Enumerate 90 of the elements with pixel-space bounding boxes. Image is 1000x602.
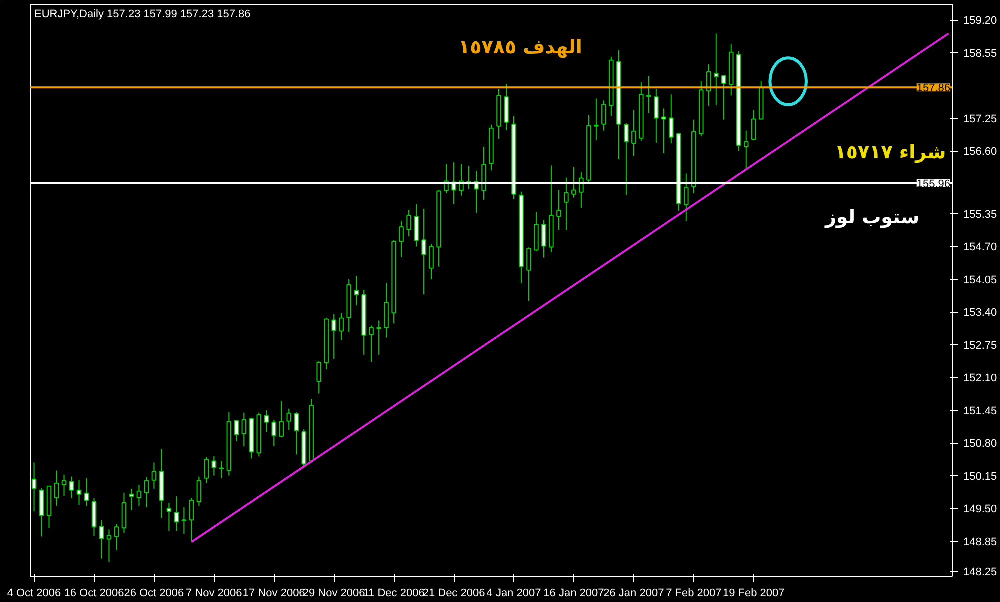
candlestick [286, 408, 292, 430]
annotation: الهدف ١٥٧٨٥ [458, 36, 582, 58]
candlestick [654, 88, 659, 144]
candlestick [429, 244, 434, 280]
x-tick-label: 7 Nov 2006 [186, 588, 242, 600]
y-tick-label: 157.25 [964, 113, 998, 126]
y-tick-label: 153.40 [964, 307, 998, 320]
x-tick-label: 26 Oct 2006 [124, 588, 184, 600]
candlestick [751, 110, 756, 141]
candlestick [99, 520, 104, 560]
candlestick [602, 100, 606, 132]
candlestick [399, 220, 404, 258]
x-tick-label: 7 Feb 2007 [666, 588, 722, 600]
candlestick [84, 478, 90, 507]
candlestick [594, 98, 599, 141]
candlestick [406, 209, 412, 238]
candlestick [722, 76, 726, 120]
y-tick-label: 148.85 [964, 536, 998, 548]
y-tick-label: 159.20 [964, 15, 998, 28]
y-tick-label: 150.15 [964, 470, 998, 483]
y-tick-label: 158.55 [964, 48, 998, 60]
candlestick [332, 314, 336, 360]
candlestick [182, 507, 187, 535]
y-tick-label: 151.45 [964, 405, 998, 418]
candlestick [264, 410, 269, 432]
x-tick-label: 16 Jan 2007 [544, 588, 604, 600]
candlestick [196, 476, 202, 507]
candlestick [556, 190, 562, 231]
candlestick [646, 76, 652, 114]
x-tick-label: 11 Dec 2006 [363, 588, 425, 600]
y-tick-label: 156.60 [964, 146, 998, 158]
candlestick [69, 476, 74, 499]
candlestick [219, 460, 224, 479]
candlestick [714, 33, 719, 106]
candlestick [129, 488, 134, 511]
candlestick [54, 470, 60, 507]
candlestick [114, 524, 120, 551]
candlestick [662, 108, 666, 154]
y-tick-label: 148.25 [964, 566, 998, 578]
y-tick-label: 154.70 [964, 242, 998, 254]
x-tick-label: 16 Oct 2006 [64, 588, 124, 600]
candlestick [579, 172, 584, 208]
candlestick [144, 476, 150, 508]
candlestick [316, 360, 322, 394]
candlestick [242, 412, 247, 448]
y-tick-label: 152.75 [964, 340, 998, 352]
y-tick-label: 152.10 [964, 372, 998, 385]
ref-line-label: 155.96 [916, 178, 951, 190]
candlestick [376, 320, 382, 356]
y-tick-label: 154.05 [964, 274, 998, 286]
y-tick-label: 150.80 [964, 438, 998, 450]
x-tick-label: 4 Jan 2007 [486, 588, 542, 600]
candlestick [572, 166, 576, 198]
candlestick [422, 208, 426, 296]
y-tick-label: 149.50 [964, 504, 998, 516]
candlestick [272, 419, 276, 448]
candlestick [294, 412, 299, 456]
candlestick [744, 130, 749, 172]
x-tick-label: 4 Oct 2006 [7, 588, 62, 600]
candlestick [166, 502, 172, 532]
candlestick [204, 456, 210, 484]
candlestick [669, 94, 674, 144]
x-tick-label: 17 Nov 2006 [242, 588, 306, 600]
y-tick-label: 155.35 [964, 208, 998, 221]
annotation: شراء ١٥٧١٧ [834, 142, 946, 164]
x-tick-label: 29 Nov 2006 [302, 588, 366, 600]
x-tick-label: 19 Feb 2007 [722, 588, 785, 600]
candlestick [339, 312, 344, 341]
candlestick [279, 400, 284, 438]
x-tick-label: 21 Dec 2006 [422, 588, 486, 600]
candlestick [542, 220, 546, 258]
candlestick [174, 496, 180, 532]
candlestick [212, 456, 217, 476]
candlestick [369, 325, 374, 362]
candlestick [684, 173, 689, 222]
candlestick [76, 480, 82, 506]
candlestick [526, 247, 532, 302]
chart-title: EURJPY,Daily 157.23 157.99 157.23 157.86 [34, 8, 251, 20]
candlestick [234, 420, 240, 442]
candlestick [354, 275, 359, 306]
x-tick-label: 26 Jan 2007 [604, 588, 664, 600]
annotation: ستوب لوز [824, 206, 920, 228]
candlestick [152, 462, 157, 490]
candlestick [706, 64, 712, 107]
candlestick [136, 484, 142, 507]
candlestick [189, 497, 194, 542]
candlestick [564, 177, 569, 231]
candlestick [632, 110, 636, 157]
candlestick [106, 529, 112, 563]
candlestick [62, 474, 67, 496]
